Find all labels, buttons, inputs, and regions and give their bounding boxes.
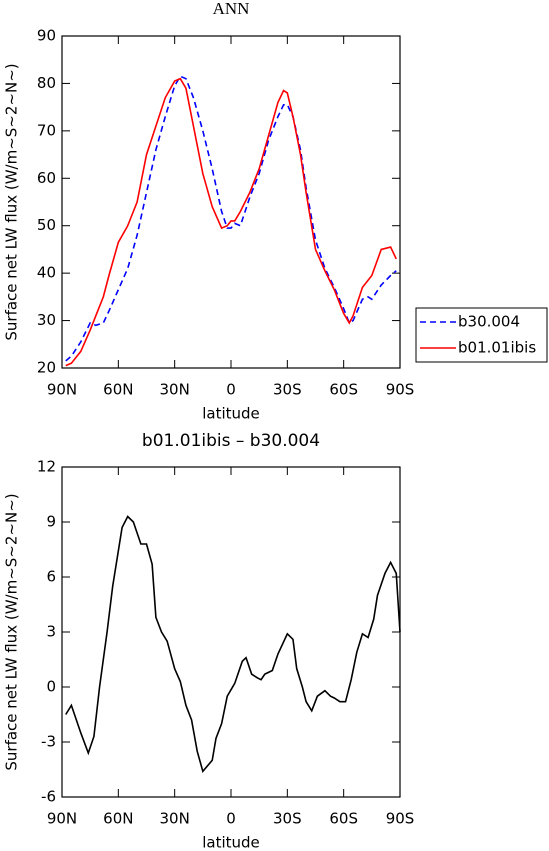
x-axis-label: latitude [202,405,260,423]
legend-label: b30.004 [458,313,520,331]
y-axis-label: Surface net LW flux (W/m~S~2~N~) [3,63,21,340]
x-axis-label: latitude [202,834,260,851]
y-tick-label: 50 [37,216,56,234]
y-tick-label: 3 [46,623,56,641]
x-tick-label: 0 [226,810,236,828]
x-tick-label: 90S [386,810,415,828]
x-tick-label: 90S [386,381,415,399]
y-tick-label: 40 [37,264,56,282]
x-tick-label: 30N [160,810,190,828]
y-tick-label: 30 [37,311,56,329]
chart-title: ANN [213,0,250,18]
y-tick-label: 70 [37,121,56,139]
y-tick-label: 12 [37,458,56,476]
x-tick-label: 30S [273,381,302,399]
x-tick-label: 60S [329,810,358,828]
y-tick-label: 0 [46,678,56,696]
x-tick-label: 60N [103,810,133,828]
data-line [65,515,401,773]
y-tick-label: 20 [37,359,56,377]
chart-title: b01.01ibis – b30.004 [142,431,320,451]
plot-frame [61,35,401,369]
x-tick-label: 0 [226,381,236,399]
legend-label: b01.01ibis [458,339,536,357]
y-tick-label: 6 [46,568,56,586]
x-tick-label: 60S [329,381,358,399]
x-tick-label: 30S [273,810,302,828]
x-tick-label: 60N [103,381,133,399]
y-tick-label: 9 [46,513,56,531]
data-line [65,77,397,367]
data-line [65,75,397,362]
y-tick-label: -6 [41,788,56,806]
x-tick-label: 90N [47,381,77,399]
x-tick-label: 30N [160,381,190,399]
y-tick-label: 80 [37,74,56,92]
y-axis-label: Surface net LW flux (W/m~S~2~N~) [3,493,21,770]
legend-box [415,307,548,363]
plot-frame [61,466,401,798]
y-tick-label: 90 [37,27,56,45]
y-tick-label: 60 [37,169,56,187]
y-tick-label: -3 [41,733,56,751]
x-tick-label: 90N [47,810,77,828]
